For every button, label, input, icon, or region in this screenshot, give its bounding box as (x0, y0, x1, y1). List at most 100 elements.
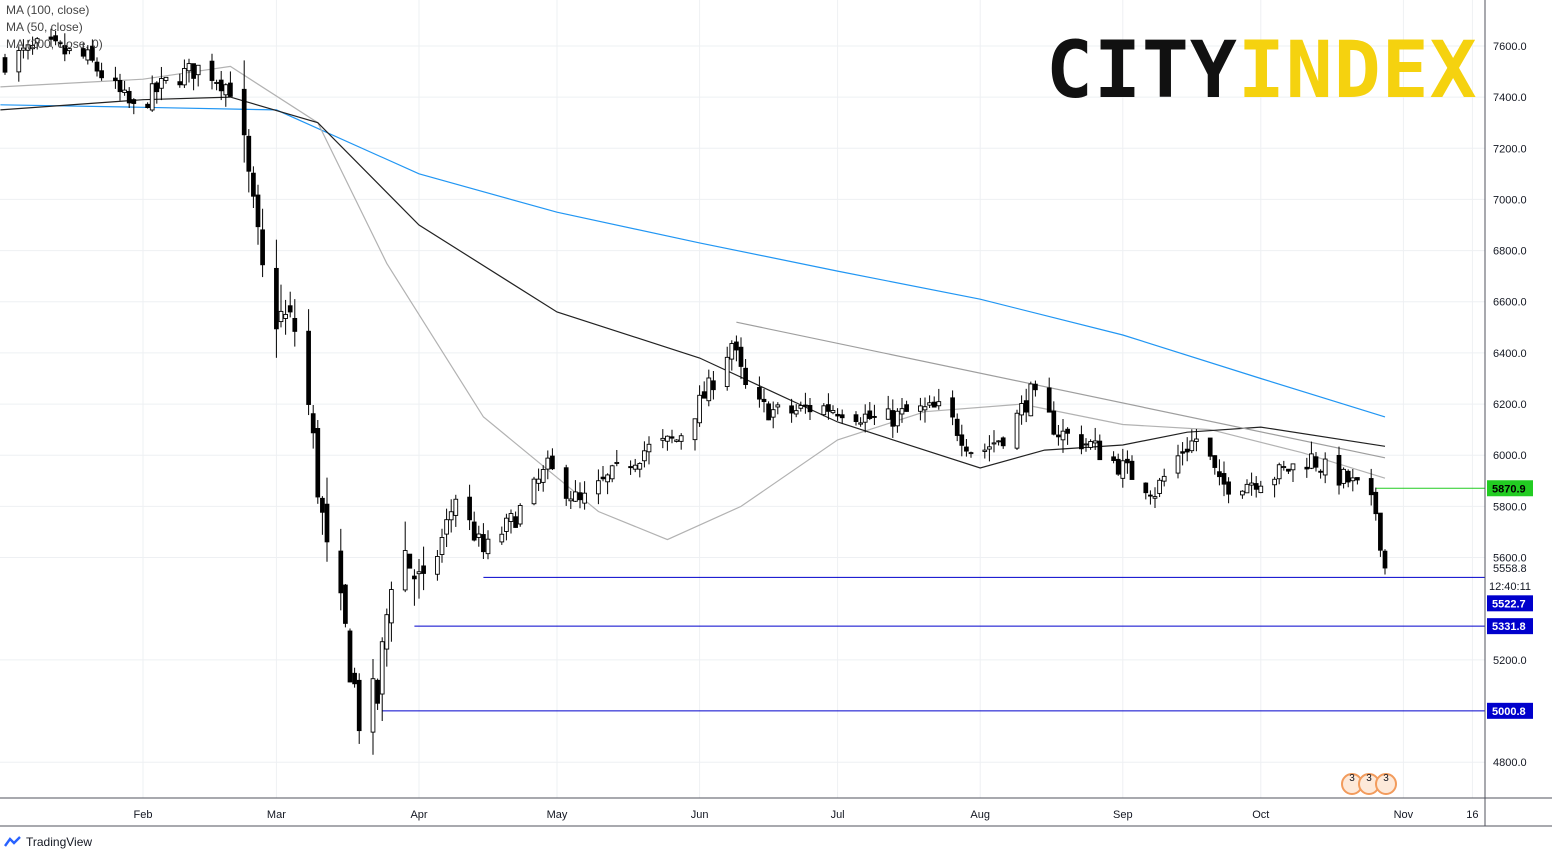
candle-body (1253, 483, 1259, 490)
candle-body (743, 367, 748, 386)
candle-body (1276, 464, 1282, 480)
legend-ma50[interactable]: MA (50, close) (6, 20, 83, 34)
y-tick-label: 6200.0 (1493, 399, 1527, 411)
candle-body (1313, 456, 1319, 468)
candle-body (513, 516, 518, 528)
candle-body (858, 422, 863, 425)
level-badge (1487, 618, 1533, 635)
candle-body (982, 449, 988, 452)
candle-body (209, 60, 215, 81)
candle-body (968, 452, 974, 455)
candle-body (228, 82, 233, 97)
candle-body (338, 550, 344, 594)
ma100-line (0, 96, 1386, 469)
candle-body (614, 462, 620, 464)
candle-body (1318, 470, 1323, 473)
x-tick-label: Jul (831, 809, 845, 821)
logo-city: CITY (1046, 26, 1238, 116)
y-tick-label: 7200.0 (1493, 143, 1527, 155)
candle-body (1023, 400, 1029, 413)
candle-body (476, 533, 482, 538)
candle-body (283, 313, 288, 319)
candle-body (632, 464, 638, 470)
candle-body (448, 511, 454, 521)
axis-labels: 7600.0 7400.0 7200.0 7000.0 6800.0 6600.0 6400… (134, 41, 1527, 821)
candle-body (62, 45, 68, 55)
legend-ma100[interactable]: MA (100, close) (6, 3, 90, 17)
candle-body (218, 79, 224, 92)
x-tick-label: Feb (134, 809, 153, 821)
candle-body (1097, 440, 1103, 461)
level-lines (382, 487, 1485, 712)
trend-path (736, 321, 1386, 459)
candle-body (94, 61, 100, 72)
candle-body (287, 305, 293, 313)
candle-body (1244, 483, 1250, 494)
candle-body (53, 35, 58, 42)
candle-body (835, 413, 840, 417)
candle-body (830, 410, 836, 414)
candle-body (499, 533, 505, 543)
candle-body (890, 410, 896, 427)
candle-body (1033, 383, 1038, 391)
candle-body (1249, 482, 1254, 486)
candle-body (1290, 463, 1296, 471)
candle-body (577, 492, 583, 501)
candle-body (1000, 437, 1006, 447)
ma50-path (0, 65, 1386, 541)
candle-body (734, 341, 739, 351)
last-price-label: 5558.8 (1493, 563, 1527, 575)
candle-body (1143, 482, 1149, 494)
candle-body (793, 410, 799, 415)
candle-body (1152, 496, 1158, 499)
candle-body (1046, 387, 1052, 413)
candle-body (154, 82, 160, 93)
candle-body (57, 41, 63, 45)
candle-body (582, 492, 587, 504)
candle-body (1373, 491, 1379, 515)
candle-body (1092, 440, 1098, 444)
candle-body (904, 404, 909, 412)
candle-body (628, 466, 633, 469)
candle-body (306, 330, 311, 405)
candle-body (356, 679, 362, 732)
candle-body (531, 478, 537, 505)
x-tick-label: Sep (1113, 809, 1133, 821)
candle-body (1028, 383, 1034, 417)
candle-body (540, 469, 546, 483)
candle-body (324, 503, 330, 543)
candle-body (467, 496, 472, 521)
countdown-label: 12:40:11 (1489, 581, 1531, 593)
candle-body (453, 498, 459, 516)
x-tick-label: 16 (1466, 809, 1478, 821)
candle-body (1014, 412, 1020, 449)
y-tick-label: 6800.0 (1493, 246, 1527, 258)
candle-body (1341, 468, 1346, 484)
y-tick-label: 5200.0 (1493, 655, 1527, 667)
candle-body (573, 491, 578, 502)
candle-body (2, 57, 8, 73)
candle-body (927, 402, 932, 406)
legend-ma200[interactable]: MA (200, close, 0) (6, 37, 103, 51)
candle-body (163, 76, 169, 81)
candle-body (370, 678, 376, 733)
candle-body (320, 497, 325, 513)
candle-body (90, 45, 95, 61)
candlesticks[interactable] (2, 28, 1388, 755)
candle-body (246, 135, 252, 172)
event-marker-label: 3 (1366, 773, 1372, 784)
candle-body (1207, 437, 1213, 457)
y-tick-label: 7600.0 (1493, 41, 1527, 53)
candle-body (959, 434, 965, 446)
candle-body (936, 401, 942, 407)
footer[interactable]: TradingView (4, 835, 92, 849)
candle-body (255, 194, 261, 228)
candle-body (1194, 438, 1199, 442)
event-marker-icon[interactable] (1375, 773, 1397, 795)
candle-body (30, 45, 35, 50)
candle-body (1120, 460, 1126, 479)
candle-body (85, 49, 91, 61)
candle-body (1378, 512, 1383, 551)
